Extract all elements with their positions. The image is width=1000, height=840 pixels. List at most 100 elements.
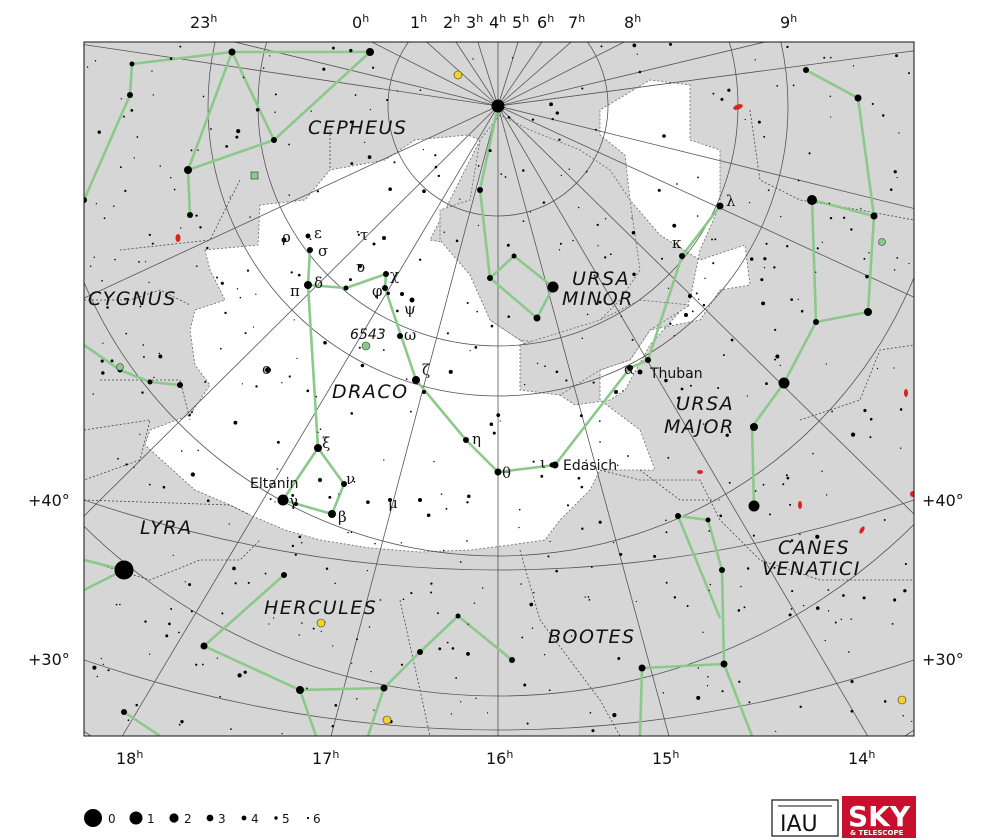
greek-beta: β (338, 508, 347, 526)
star (272, 617, 275, 619)
star (366, 500, 370, 504)
star (719, 514, 723, 518)
star (708, 530, 711, 532)
star (349, 48, 353, 53)
star (597, 245, 599, 247)
star (869, 436, 872, 439)
globular-cluster-icon (897, 695, 907, 705)
dec-label-right-40: +40° (922, 491, 964, 510)
star (850, 432, 856, 437)
star (730, 338, 734, 342)
star (191, 411, 194, 414)
star (170, 607, 173, 610)
star (350, 162, 354, 165)
star (551, 117, 554, 121)
star (334, 582, 336, 585)
star (679, 253, 685, 259)
star (743, 606, 746, 609)
star (791, 589, 794, 593)
label-ngc6543: 6543 (350, 327, 386, 343)
greek-psi: ψ (404, 300, 416, 318)
star (312, 627, 315, 630)
star (136, 136, 139, 138)
star (233, 420, 238, 425)
star (402, 598, 405, 601)
star (382, 349, 385, 351)
star (419, 258, 422, 261)
star (459, 561, 462, 563)
star (708, 589, 710, 592)
star (769, 513, 772, 516)
star (197, 149, 199, 151)
star (665, 519, 667, 522)
star (341, 481, 347, 487)
star (252, 326, 255, 328)
star (638, 664, 646, 672)
star (281, 733, 283, 735)
greek-gamma: γ (289, 492, 298, 510)
star (816, 247, 819, 250)
star (147, 379, 153, 385)
ra-label: 1h (410, 12, 427, 32)
star (110, 359, 114, 363)
dec-label-left-40: +40° (28, 491, 70, 510)
star (531, 627, 534, 629)
label-lyra: LYRA (140, 517, 193, 539)
ra-labels-bottom: 18h 17h 16h 15h 14h (116, 748, 875, 768)
magnitude-legend: 0 1 2 3 4 5 6 (84, 809, 321, 827)
ra-label: 23h (190, 12, 217, 32)
star (840, 618, 843, 621)
dec-label-right-30: +30° (922, 650, 964, 669)
star (315, 395, 318, 398)
star (776, 85, 779, 87)
star (165, 634, 169, 638)
star (614, 390, 618, 394)
star (122, 115, 125, 118)
star (138, 260, 140, 263)
star (893, 367, 895, 369)
star (696, 215, 699, 217)
star (148, 233, 151, 236)
star (409, 410, 412, 413)
star (719, 567, 725, 573)
star (467, 494, 471, 499)
star (367, 155, 372, 159)
star (307, 247, 313, 253)
ra-label: 9h (780, 12, 797, 32)
star (797, 298, 799, 301)
star (586, 313, 589, 316)
star (268, 623, 270, 625)
star (173, 188, 176, 191)
star (842, 216, 846, 219)
star (204, 380, 207, 383)
nebula-icon (116, 363, 124, 371)
star (908, 262, 910, 265)
star (199, 226, 202, 229)
star (635, 600, 638, 603)
star (712, 262, 715, 265)
star (466, 501, 469, 504)
star (358, 264, 362, 268)
label-draco: DRACO (332, 381, 409, 403)
star (496, 413, 501, 418)
star (396, 309, 399, 313)
star (180, 227, 182, 229)
star (492, 431, 496, 435)
star (291, 493, 295, 497)
hercules-lines (123, 574, 513, 736)
star (852, 65, 855, 67)
star (216, 657, 218, 659)
star (737, 609, 741, 612)
star (434, 165, 438, 169)
ra-label: 14h (848, 748, 875, 768)
star (446, 332, 450, 335)
star (481, 587, 484, 589)
star (903, 589, 907, 593)
star (786, 45, 789, 49)
star (142, 344, 145, 346)
star (400, 292, 404, 296)
star (314, 444, 322, 452)
star (799, 705, 802, 709)
star (370, 670, 372, 673)
star (418, 498, 422, 502)
